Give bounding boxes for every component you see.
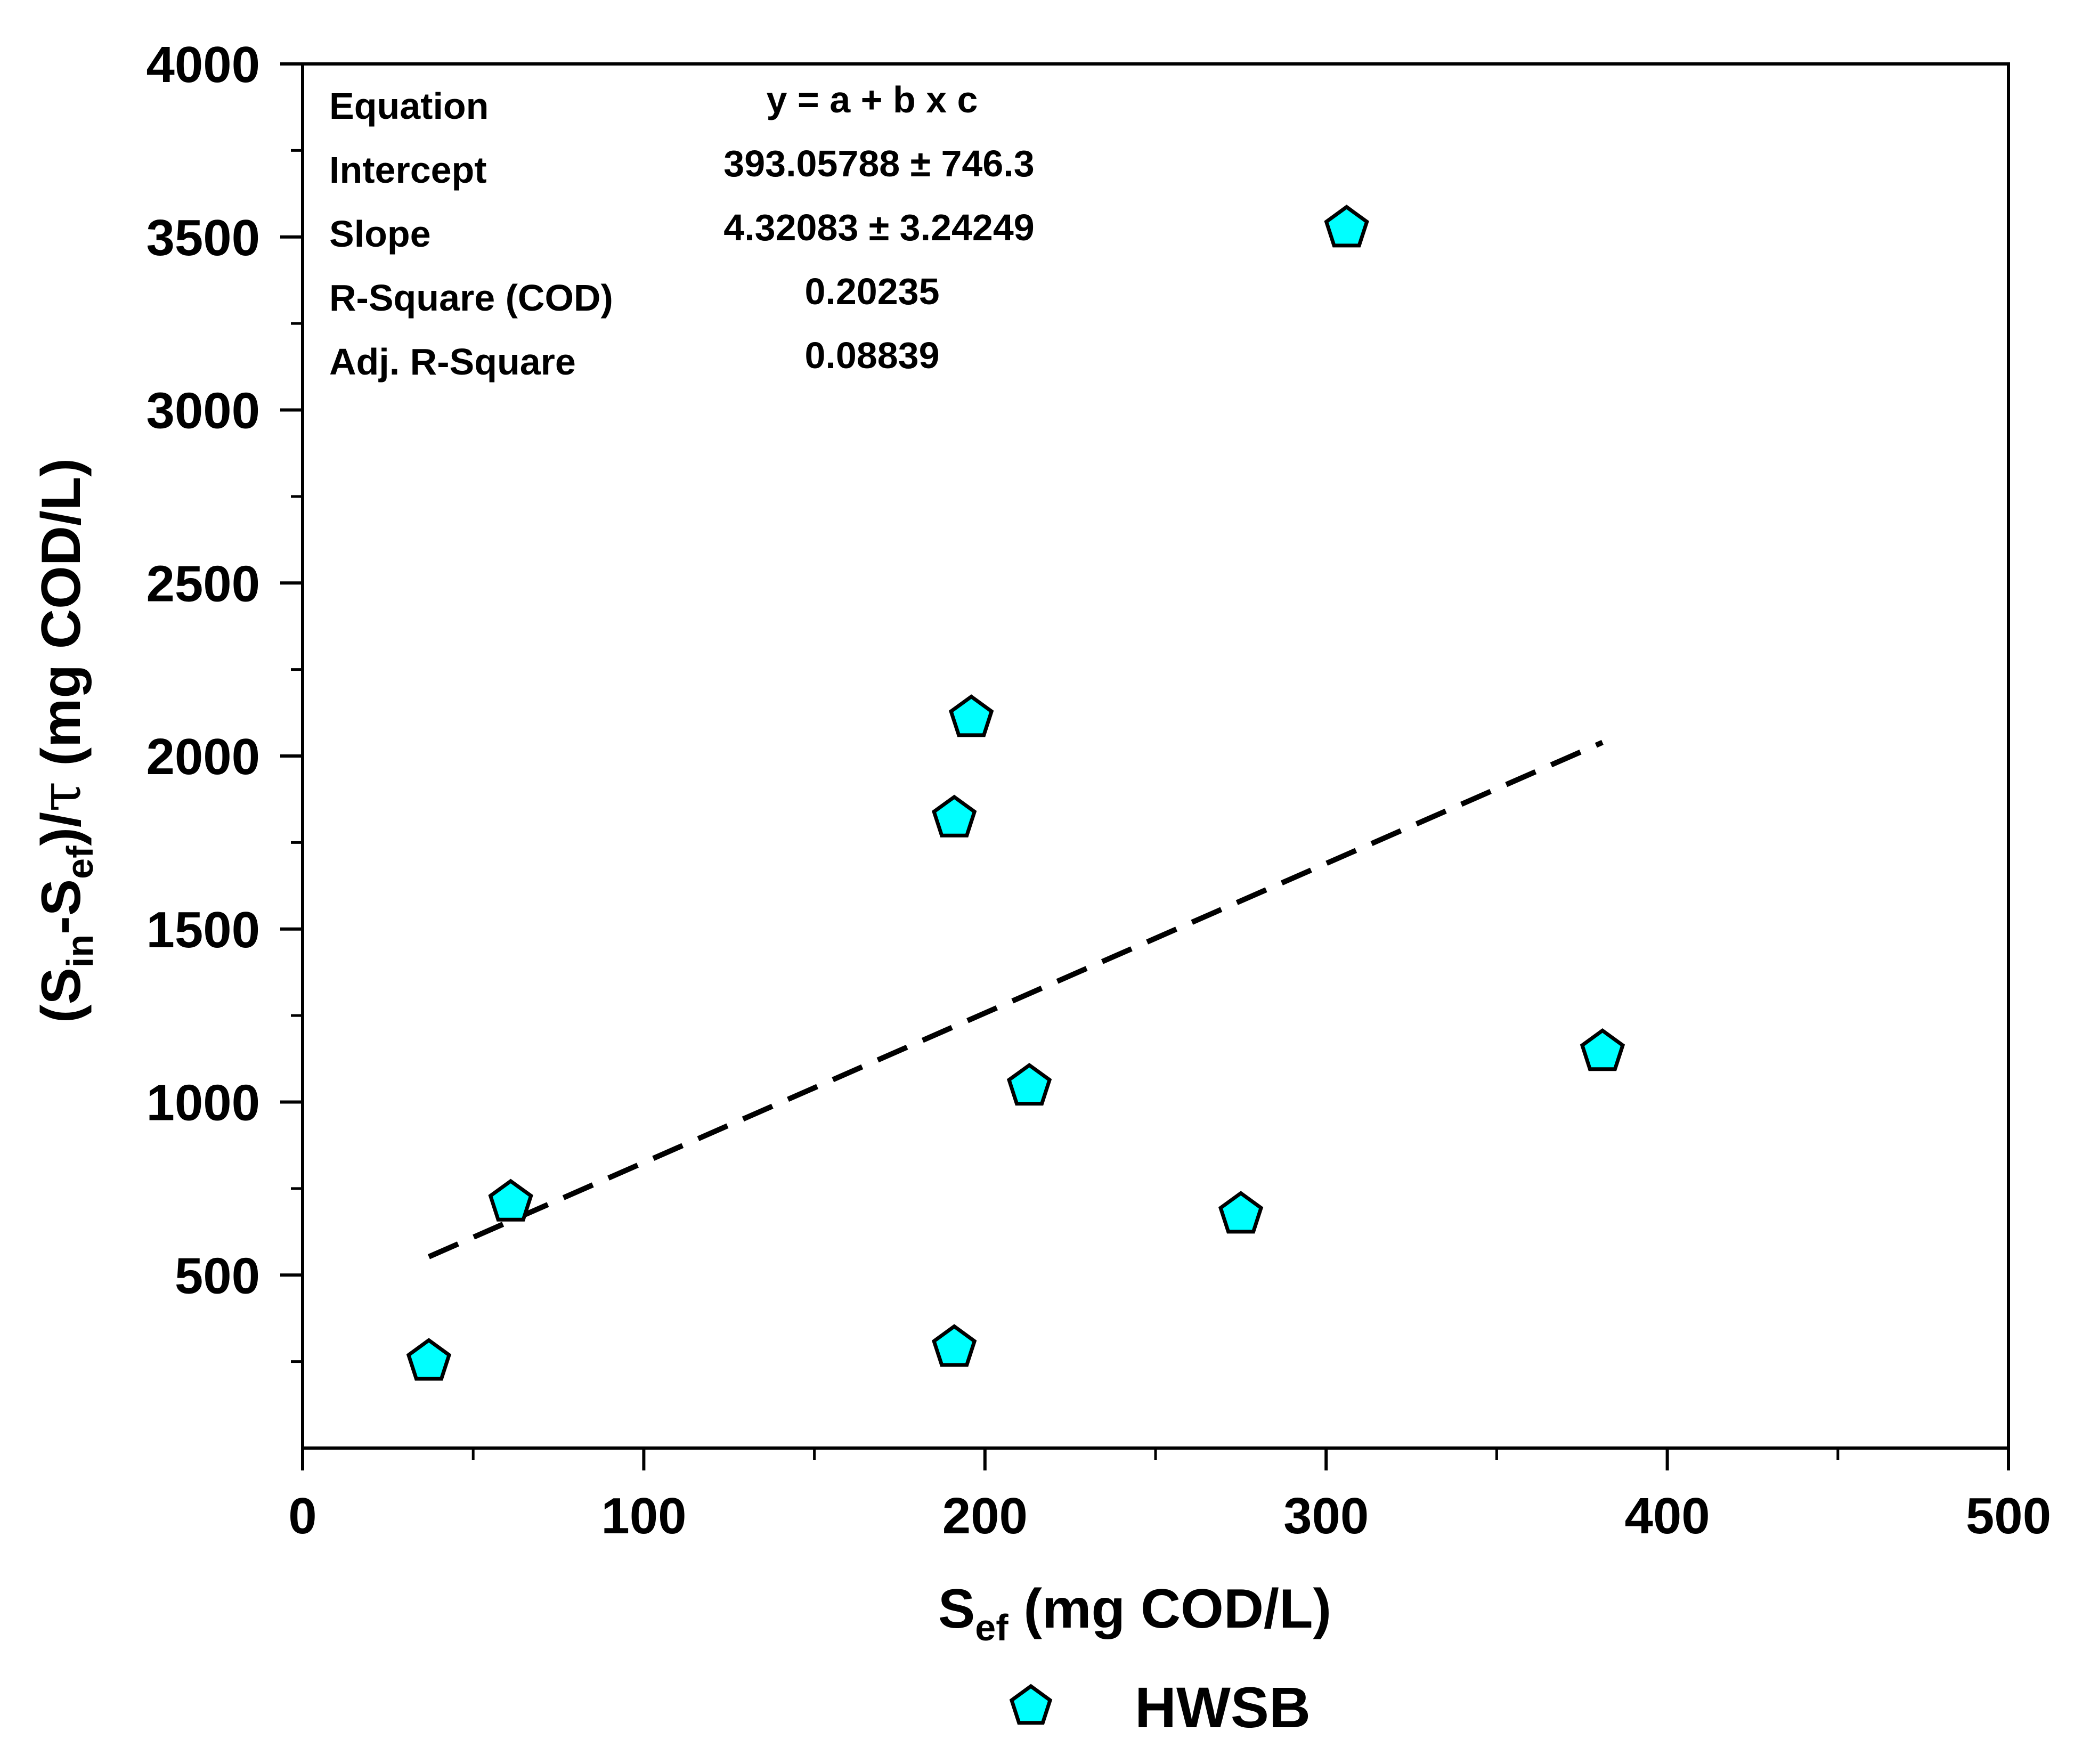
stats-table: Equation y = a + b x c Intercept 393.05788 … [329,79,1035,383]
stats-row-label: Adj. R-Square [329,341,576,383]
x-axis-title-main: S [938,1578,975,1640]
stats-row-label: Intercept [329,149,487,191]
x-axis-title-sub: ef [975,1607,1008,1648]
y-tick-labels: 500 1000 1500 2000 2500 3000 3500 4000 [146,36,260,1304]
x-tick-label: 200 [942,1487,1028,1544]
major-ticks [280,62,2010,1470]
data-point [488,1178,533,1222]
stats-row-value: 0.08839 [804,335,939,376]
fit-line [427,739,1604,1259]
data-point [948,694,994,737]
y-tick-label: 500 [175,1247,260,1304]
minor-ticks [291,149,1840,1460]
legend-marker [1009,1684,1053,1725]
stats-row-label: Equation [329,85,489,127]
data-point [1218,1191,1264,1234]
data-point [1324,205,1369,248]
stats-row-value: 0.20235 [804,271,939,312]
y-tick-label: 4000 [146,36,260,93]
data-point [1580,1028,1625,1071]
y-tick-label: 3500 [146,209,260,266]
x-tick-label: 400 [1625,1487,1710,1544]
y-axis-title: (Sin-Sef)/τ (mg COD/L) [28,458,101,1023]
y-axis-title-open: (S [30,968,92,1023]
stats-row-value: 4.32083 ± 3.24249 [723,207,1034,248]
stats-row-value: 393.05788 ± 746.3 [723,143,1034,184]
x-tick-label: 0 [288,1487,316,1544]
legend: HWSB [1009,1675,1311,1739]
data-points [406,205,1625,1381]
plot-frame [301,62,2010,1450]
y-tick-label: 2000 [146,728,260,785]
x-tick-label: 300 [1283,1487,1369,1544]
x-tick-label: 500 [1966,1487,2051,1544]
y-axis-title-sub1: in [59,934,101,968]
x-axis-title-unit: (mg COD/L) [1008,1578,1332,1640]
y-axis-title-tau: τ [28,782,93,812]
x-tick-label: 100 [601,1487,686,1544]
data-point [406,1338,452,1381]
y-tick-label: 2500 [146,555,260,612]
y-axis-title-sub2: ef [59,846,101,879]
y-axis-title-mid: -S [30,879,92,934]
x-axis-title: Sef (mg COD/L) [938,1578,1331,1648]
data-point [931,794,977,838]
stats-row-value: y = a + b x c [767,79,978,120]
data-point [1006,1062,1052,1106]
x-tick-labels: 0 100 200 300 400 500 [288,1487,2051,1544]
data-point [931,1324,977,1367]
legend-label: HWSB [1135,1675,1311,1739]
y-tick-label: 1500 [146,901,260,958]
stats-row-label: Slope [329,213,431,255]
y-tick-label: 3000 [146,383,260,440]
y-axis-title-close: )/ [30,812,92,846]
stats-row-label: R-Square (COD) [329,277,613,319]
y-tick-label: 1000 [146,1075,260,1132]
y-axis-title-unit: (mg COD/L) [30,458,92,782]
